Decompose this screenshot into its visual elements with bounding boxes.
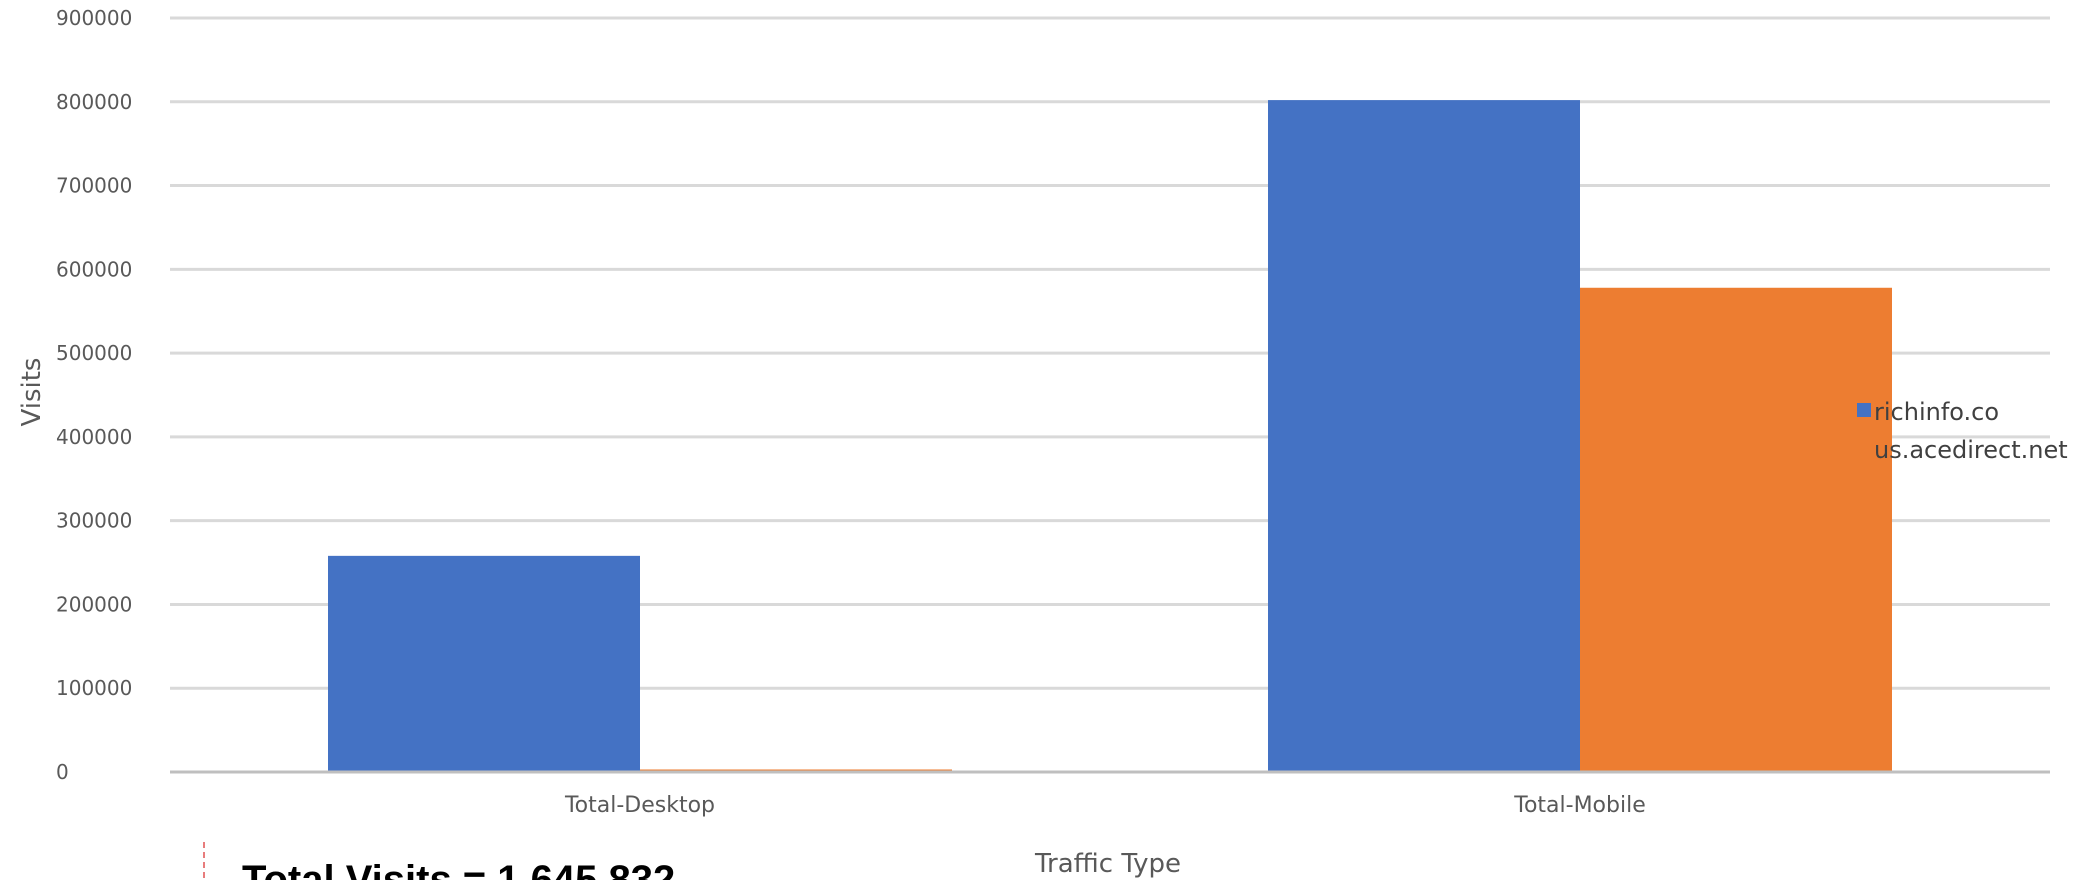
y-axis-ticks: 0 100000 200000 300000 400000 500000 600000 700… (56, 6, 132, 784)
y-tick-label: 0 (56, 760, 69, 784)
total-visits-text: Total Visits = 1,645,832 (242, 858, 675, 880)
legend-swatch-series-2 (1857, 441, 1871, 455)
x-category-label: Total-Desktop (564, 793, 715, 818)
x-axis-categories: Total-Desktop Total-Mobile (564, 793, 1646, 818)
y-tick-label: 100000 (56, 676, 132, 700)
legend-swatch-series-1 (1857, 403, 1871, 417)
bars (328, 100, 1892, 772)
y-axis-title: Visits (17, 358, 47, 427)
y-tick-label: 800000 (56, 90, 132, 114)
x-axis-title: Traffic Type (1034, 849, 1181, 879)
y-tick-label: 200000 (56, 592, 132, 616)
bar-richinfo.co-Total-Desktop (328, 555, 640, 772)
bar-richinfo.co-Total-Mobile (1268, 100, 1580, 772)
x-category-label: Total-Mobile (1513, 793, 1645, 818)
y-tick-label: 400000 (56, 425, 132, 449)
legend-label-series-1: richinfo.co (1874, 398, 1999, 426)
legend: richinfo.co us.acedirect.net (1857, 398, 2068, 464)
legend-label-series-2: us.acedirect.net (1874, 436, 2068, 464)
y-tick-label: 500000 (56, 341, 132, 365)
y-tick-label: 600000 (56, 257, 132, 281)
y-tick-label: 900000 (56, 6, 132, 30)
y-tick-label: 300000 (56, 509, 132, 533)
bar-us.acedirect.net-Total-Mobile (1580, 287, 1892, 772)
y-tick-label: 700000 (56, 174, 132, 198)
